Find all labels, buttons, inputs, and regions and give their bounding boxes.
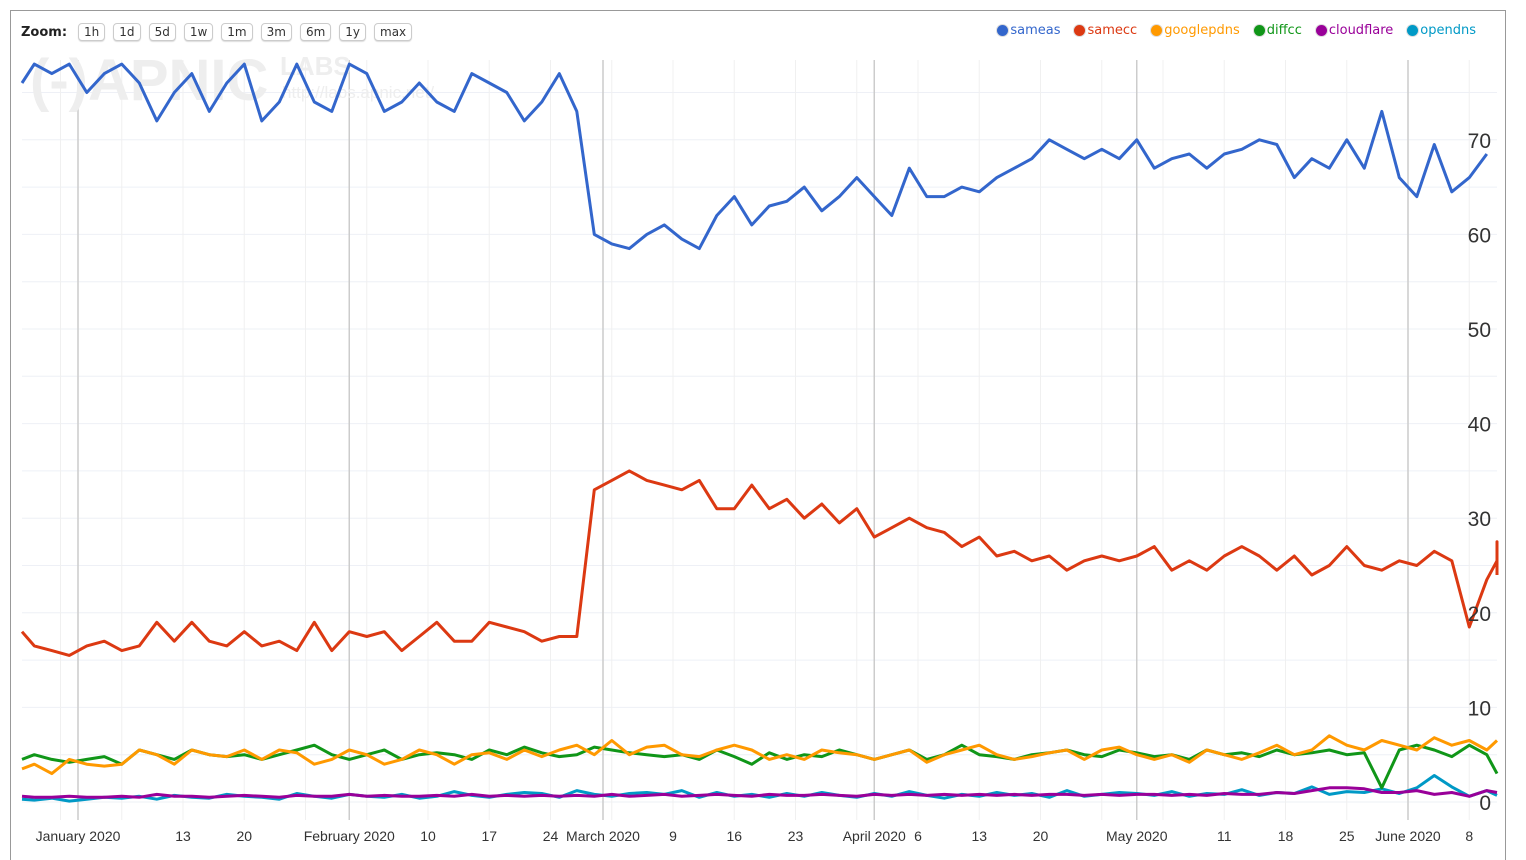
- x-tick-label: 10: [420, 828, 436, 844]
- zoom-label: Zoom:: [21, 24, 68, 40]
- zoom-button-1m[interactable]: 1m: [221, 23, 253, 41]
- legend: sameas samecc googlepdns diffcc cloudflare op…: [997, 23, 1476, 38]
- legend-item-googlepdns[interactable]: googlepdns: [1151, 23, 1240, 38]
- x-tick-label: 11: [1217, 828, 1232, 844]
- y-tick-label: 60: [1468, 224, 1491, 247]
- legend-dot-icon: [1315, 25, 1327, 36]
- y-tick-label: 40: [1468, 414, 1491, 437]
- legend-item-cloudflare[interactable]: cloudflare: [1315, 23, 1394, 38]
- x-tick-label: 8: [1465, 828, 1473, 844]
- legend-label: diffcc: [1266, 23, 1302, 38]
- chart-frame: [10, 10, 1506, 860]
- x-tick-label: 13: [971, 828, 987, 844]
- y-tick-label: 10: [1468, 697, 1491, 720]
- zoom-button-6m[interactable]: 6m: [299, 23, 332, 41]
- zoom-button-5d[interactable]: 5d: [148, 23, 176, 41]
- x-tick-label: 23: [788, 828, 804, 844]
- y-tick-label: 50: [1468, 319, 1491, 342]
- x-tick-label: 9: [669, 828, 677, 844]
- legend-label: opendns: [1420, 23, 1476, 38]
- legend-item-samecc[interactable]: samecc: [1074, 23, 1137, 38]
- watermark: (-)APNIC LABS http://labs.apnic.net/: [30, 48, 434, 113]
- legend-label: sameas: [1010, 23, 1061, 38]
- x-tick-label: January 2020: [36, 828, 121, 844]
- legend-label: cloudflare: [1328, 23, 1394, 38]
- zoom-button-1d[interactable]: 1d: [113, 23, 141, 41]
- x-tick-label: June 2020: [1375, 828, 1441, 844]
- zoom-button-3m[interactable]: 3m: [260, 23, 292, 41]
- legend-item-opendns[interactable]: opendns: [1407, 23, 1476, 38]
- y-tick-label: 0: [1479, 792, 1491, 815]
- zoom-button-max[interactable]: max: [374, 23, 413, 41]
- x-tick-label: February 2020: [304, 828, 395, 844]
- x-tick-label: 20: [1033, 828, 1049, 844]
- zoom-button-1y[interactable]: 1y: [339, 23, 367, 41]
- legend-item-diffcc[interactable]: diffcc: [1253, 23, 1302, 38]
- y-tick-label: 20: [1468, 603, 1491, 626]
- x-tick-label: 6: [914, 828, 922, 844]
- series-line-cloudflare: [21, 786, 1498, 799]
- x-tick-label: 18: [1278, 828, 1294, 844]
- legend-dot-icon: [1407, 25, 1419, 36]
- x-tick-label: May 2020: [1106, 828, 1168, 844]
- series-line-opendns: [21, 774, 1498, 803]
- x-tick-label: 20: [236, 828, 252, 844]
- grid: [22, 60, 1497, 820]
- zoom-button-1w[interactable]: 1w: [183, 23, 214, 41]
- svg-text:http://labs.apnic.net/: http://labs.apnic.net/: [282, 83, 434, 102]
- legend-label: samecc: [1087, 23, 1138, 38]
- x-tick-label: 25: [1339, 828, 1355, 844]
- y-tick-label: 70: [1468, 130, 1491, 153]
- y-tick-label: 30: [1468, 508, 1491, 531]
- x-tick-label: April 2020: [843, 828, 906, 844]
- x-tick-label: 13: [175, 828, 191, 844]
- x-tick-label: 17: [481, 828, 497, 844]
- series-line-sameas: [20, 62, 1489, 251]
- x-tick-label: 16: [726, 828, 742, 844]
- legend-item-sameas[interactable]: sameas: [997, 23, 1060, 38]
- y-axis-labels: 0 10 20 30 40 50 60 70: [1468, 130, 1491, 815]
- legend-dot-icon: [997, 25, 1009, 36]
- x-tick-label: 24: [543, 828, 559, 844]
- zoom-bar: Zoom: 1h 1d 5d 1w 1m 3m 6m 1y max: [21, 23, 413, 41]
- legend-dot-icon: [1074, 25, 1086, 36]
- zoom-button-1h[interactable]: 1h: [78, 23, 106, 41]
- series-lines: [20, 62, 1499, 803]
- x-tick-label: March 2020: [566, 828, 640, 844]
- series-line-samecc: [20, 469, 1499, 657]
- legend-label: googlepdns: [1164, 23, 1240, 38]
- legend-dot-icon: [1253, 25, 1265, 36]
- x-axis-labels: January 2020 13 20 February 2020 10 17 24 March…: [36, 828, 1474, 844]
- legend-dot-icon: [1151, 25, 1163, 36]
- series-line-googlepdns: [21, 734, 1499, 776]
